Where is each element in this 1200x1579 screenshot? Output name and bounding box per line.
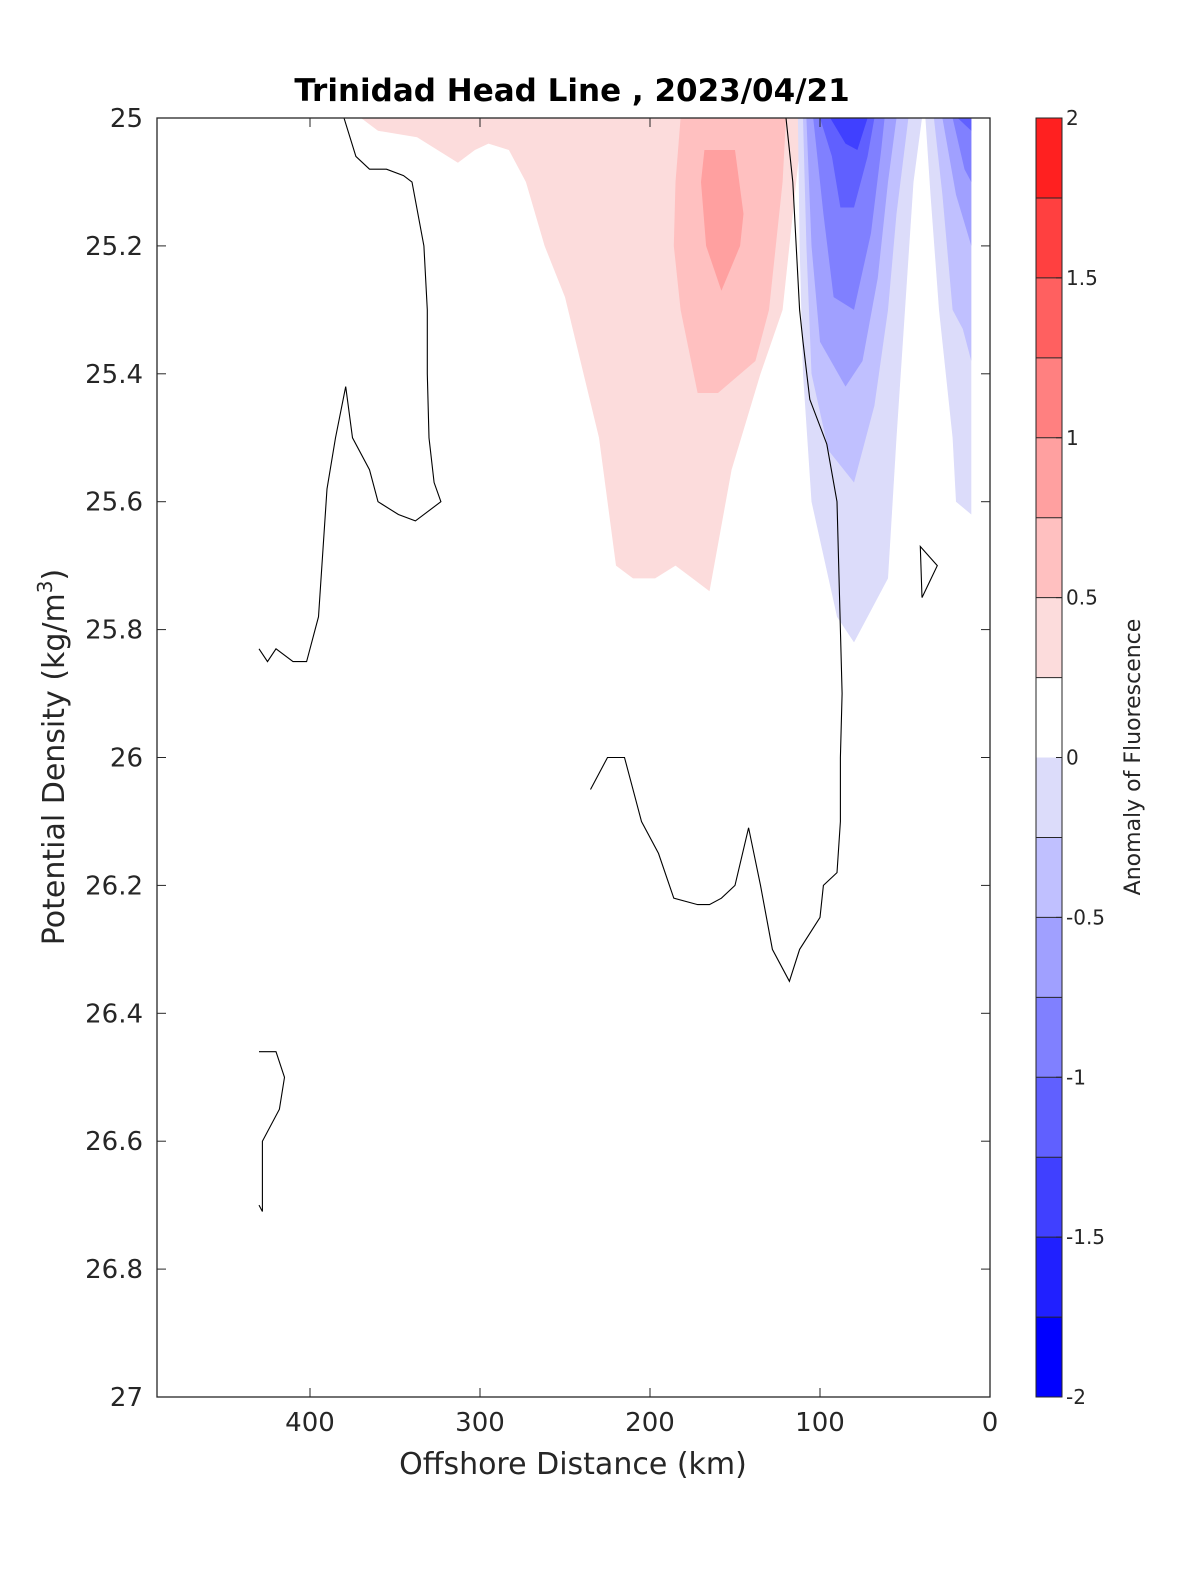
colorbar-swatch: [1036, 1317, 1062, 1397]
colorbar-swatch: [1036, 1157, 1062, 1238]
zero-contour-line-1: [590, 118, 843, 983]
colorbar-tick-label: 1: [1066, 426, 1079, 450]
colorbar-swatch: [1036, 118, 1062, 198]
y-tick-label: 25.8: [85, 616, 143, 646]
x-tick-label: 400: [285, 1408, 335, 1438]
y-tick-label: 26.8: [85, 1255, 143, 1285]
y-tick-label: 25: [110, 104, 143, 134]
colorbar: -2 -1.5 -1 -0.5 0 0.5 1 1.5 2: [1035, 106, 1105, 1409]
y-axis-label-close: ): [37, 569, 72, 581]
zero-contour-line-0: [258, 118, 442, 663]
colorbar-swatch: [1036, 1237, 1062, 1318]
colorbar-swatch: [1036, 917, 1062, 998]
y-tick-label: 25.4: [85, 360, 143, 390]
colorbar-swatch: [1036, 437, 1062, 518]
colorbar-swatch: [1036, 277, 1062, 358]
chart-title: Trinidad Head Line , 2023/04/21: [294, 73, 849, 109]
contour-fill-region-13: [957, 118, 972, 131]
contour-fill-region-3: [701, 150, 744, 291]
colorbar-tick-label: 2: [1066, 106, 1079, 130]
colorbar-tick-label: 1.5: [1066, 266, 1098, 290]
y-tick-label: 25.6: [85, 488, 143, 518]
y-axis: 25 25.2 25.4 25.6 25.8 26 26.2 26.4 26.6 26.8 27: [85, 104, 990, 1413]
colorbar-swatch: [1036, 517, 1062, 598]
y-axis-label-text: Potential Density (kg/m: [37, 593, 72, 945]
contour-fill-region-1: [622, 118, 667, 157]
x-tick-label: 100: [795, 1408, 845, 1438]
filled-contour-layer: [361, 118, 972, 643]
y-tick-label: 26.4: [85, 999, 143, 1029]
zero-contour-layer: [258, 118, 938, 1212]
y-tick-label: 26: [110, 744, 143, 774]
colorbar-swatch: [1036, 597, 1062, 678]
colorbar-swatch: [1036, 1077, 1062, 1158]
colorbar-swatch: [1036, 837, 1062, 918]
x-tick-label: 300: [455, 1408, 505, 1438]
colorbar-label: Anomaly of Fluorescence: [1121, 619, 1146, 896]
contour-fill-region-11: [952, 118, 972, 182]
y-axis-label-superscript: 3: [33, 580, 57, 593]
x-axis-label: Offshore Distance (km): [399, 1447, 747, 1482]
y-tick-label: 26.2: [85, 871, 143, 901]
zero-contour-line-2: [258, 1051, 286, 1212]
colorbar-tick-label: -1.5: [1066, 1225, 1105, 1249]
colorbar-swatch: [1036, 357, 1062, 438]
y-tick-label: 25.2: [85, 232, 143, 262]
x-axis: 400 300 200 100 0: [285, 118, 998, 1438]
x-tick-label: 0: [982, 1408, 999, 1438]
contour-fill-region-14: [830, 118, 868, 150]
colorbar-swatch: [1036, 197, 1062, 278]
colorbar-swatch: [1036, 677, 1062, 758]
zero-contour-line-3: [919, 544, 938, 598]
colorbar-swatch: [1036, 757, 1062, 838]
colorbar-tick-label: -0.5: [1066, 905, 1105, 929]
contour-fill-region-10: [813, 118, 885, 310]
colorbar-tick-label: 0.5: [1066, 586, 1098, 610]
colorbar-tick-label: -2: [1066, 1385, 1086, 1409]
colorbar-tick-label: 0: [1066, 746, 1079, 770]
colorbar-tick-label: -1: [1066, 1065, 1086, 1089]
y-axis-label: Potential Density (kg/m3): [33, 569, 72, 945]
contour-fill-region-12: [820, 118, 875, 208]
colorbar-swatch: [1036, 997, 1062, 1078]
y-tick-label: 27: [110, 1383, 143, 1413]
x-tick-label: 200: [625, 1408, 675, 1438]
y-tick-label: 26.6: [85, 1127, 143, 1157]
